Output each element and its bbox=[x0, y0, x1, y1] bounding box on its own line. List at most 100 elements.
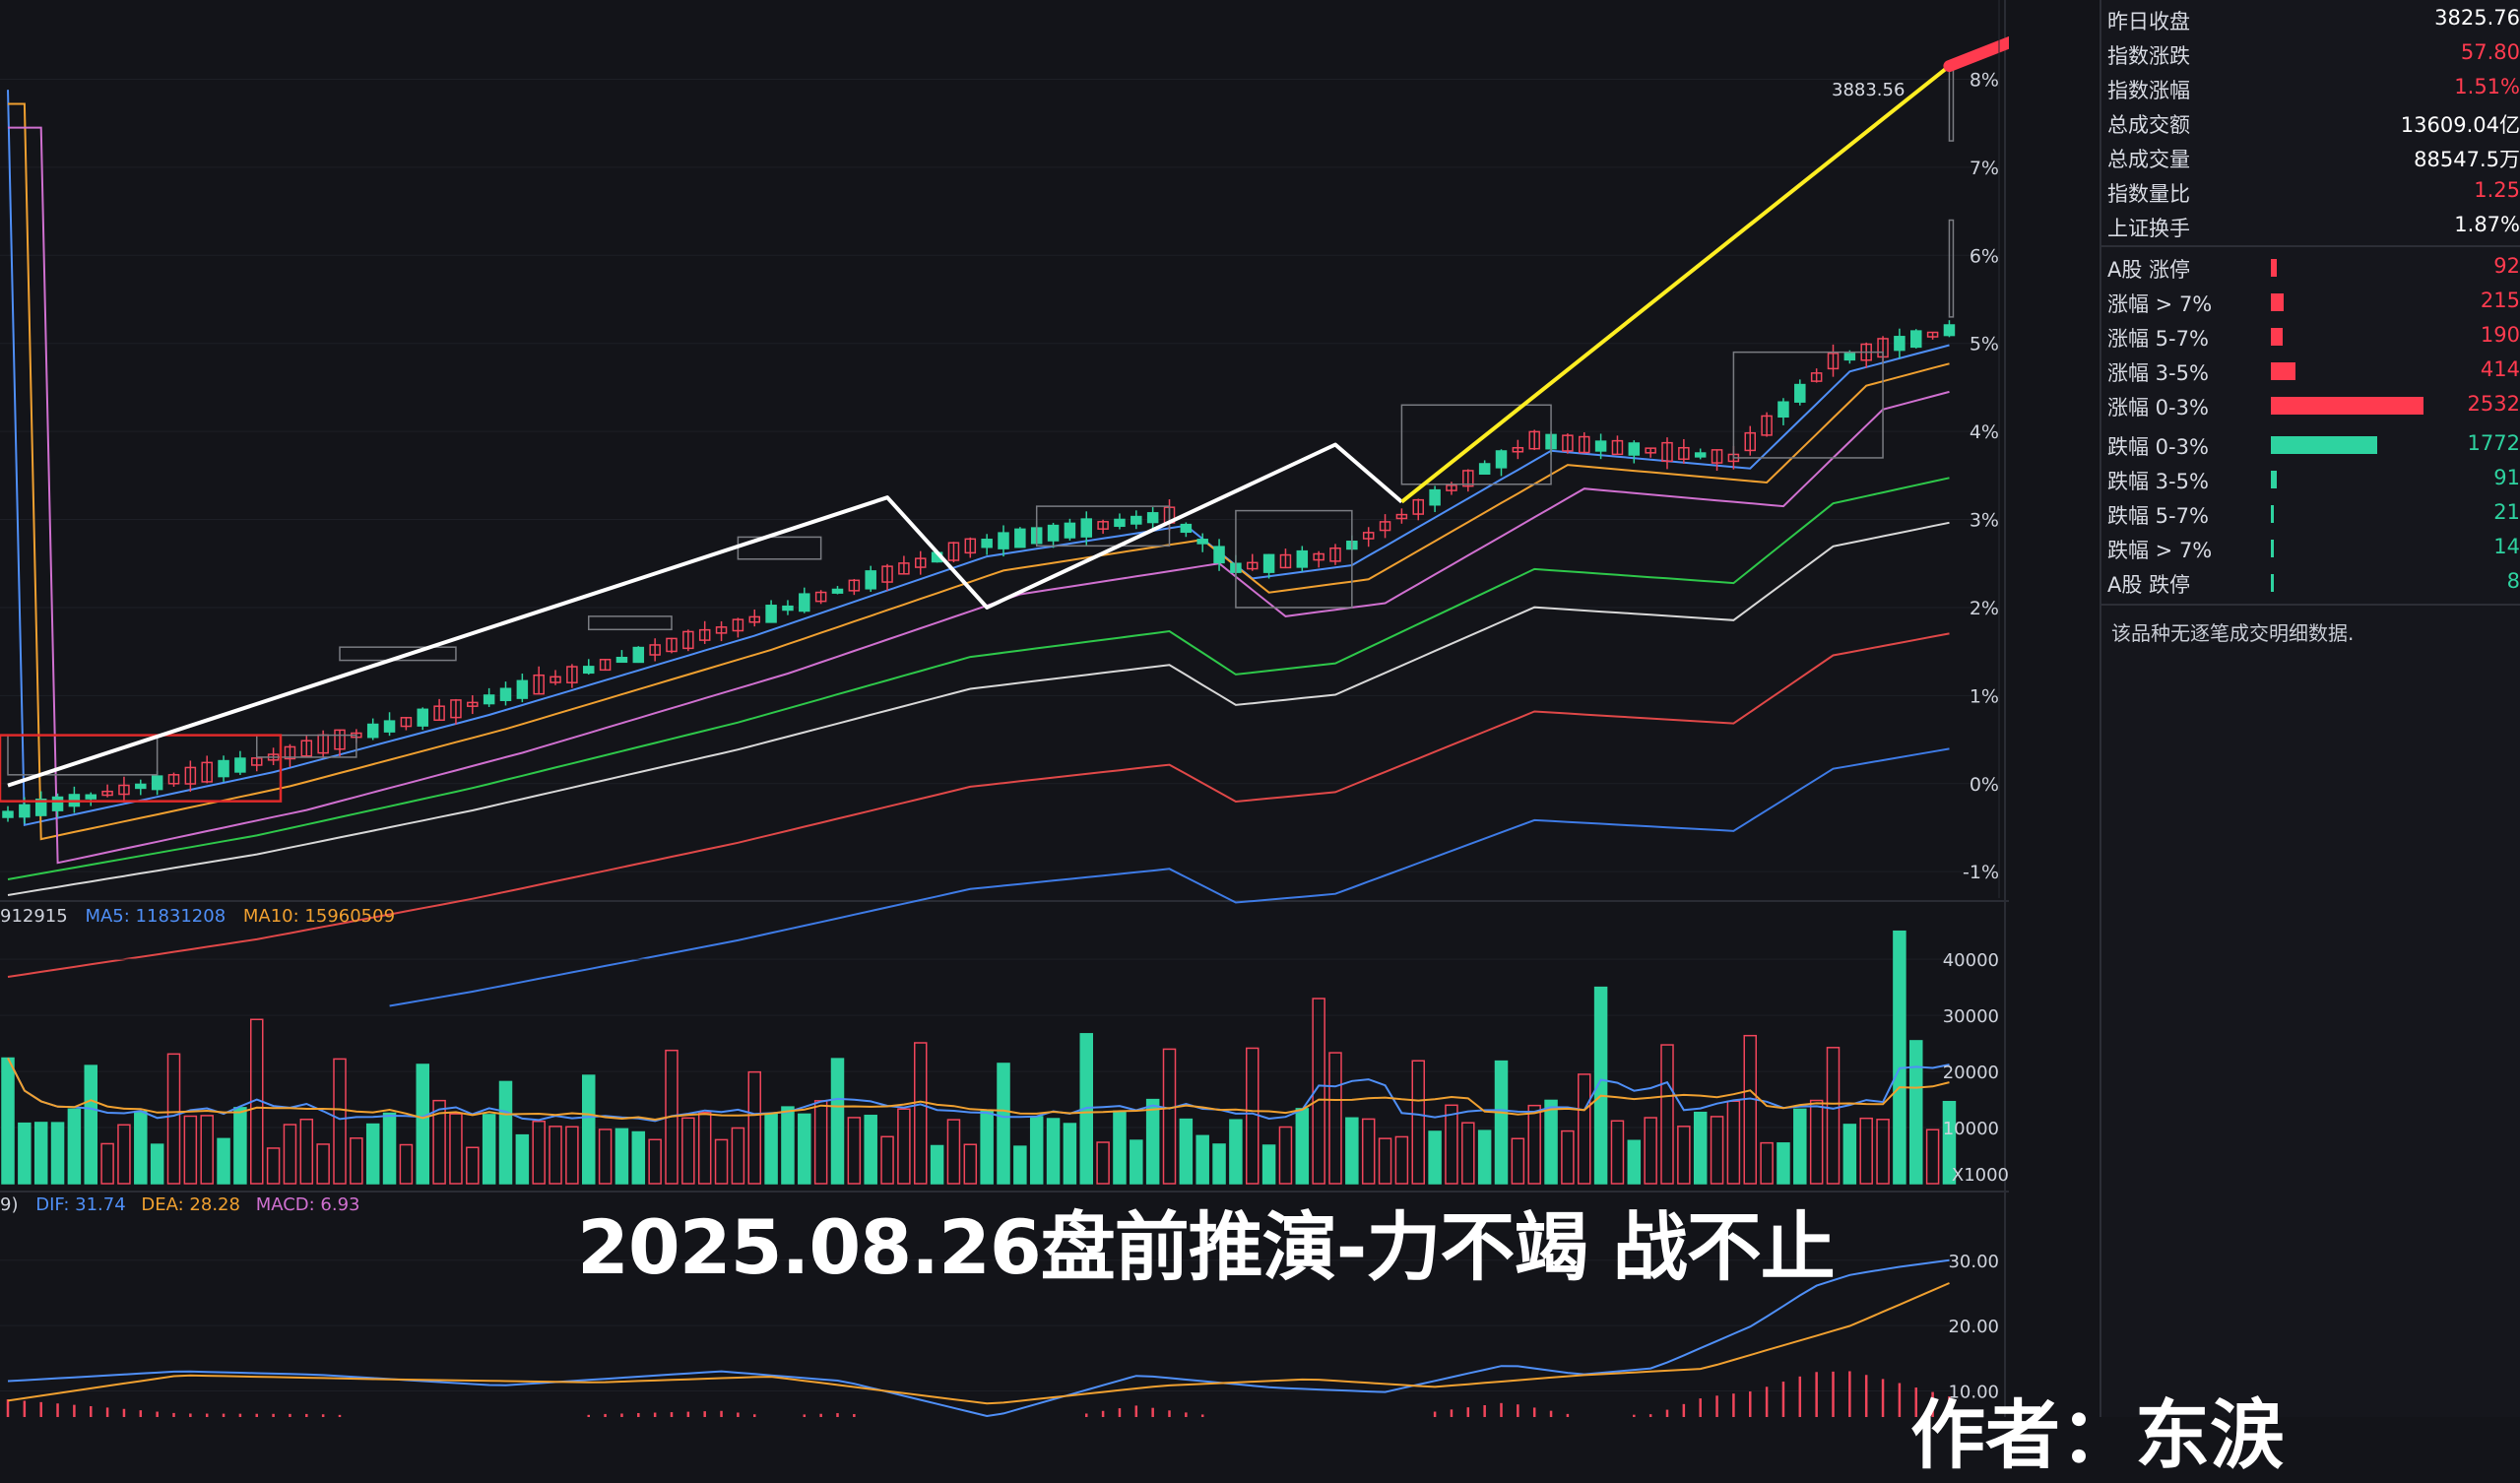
volume-legend-ma10: MA10: 15960509 bbox=[243, 906, 395, 927]
price-candle bbox=[915, 550, 927, 575]
volume-bar bbox=[1411, 1060, 1425, 1185]
volume-bar bbox=[200, 1115, 214, 1185]
price-candle bbox=[1213, 539, 1225, 571]
volume-bar bbox=[1246, 1047, 1260, 1185]
macd-tick-label: 20.00 bbox=[1948, 1317, 1999, 1337]
volume-bar bbox=[798, 1113, 811, 1185]
breadth-bar bbox=[2271, 397, 2423, 415]
price-candle bbox=[383, 712, 396, 737]
volume-bar bbox=[1029, 1116, 1044, 1185]
price-candle bbox=[615, 650, 628, 664]
price-candle bbox=[1296, 546, 1309, 572]
price-candle bbox=[51, 793, 64, 818]
price-candle bbox=[898, 555, 910, 575]
price-candle bbox=[1379, 514, 1391, 539]
stat-value: 1.25 bbox=[2474, 178, 2520, 202]
volume-bar bbox=[1527, 1104, 1541, 1185]
breadth-value: 190 bbox=[2480, 323, 2520, 347]
price-candle bbox=[998, 525, 1009, 557]
volume-bar bbox=[1942, 1100, 1957, 1185]
breadth-value: 215 bbox=[2480, 289, 2520, 312]
volume-bar bbox=[333, 1058, 347, 1185]
price-tick-label: 3% bbox=[1970, 510, 1999, 532]
consolidation-box bbox=[1035, 505, 1171, 548]
price-candle bbox=[101, 784, 113, 798]
volume-bar bbox=[1145, 1098, 1160, 1185]
volume-bar bbox=[697, 1111, 712, 1185]
moving-average-line bbox=[7, 521, 1950, 896]
breadth-label: A股 涨停 bbox=[2107, 258, 2191, 282]
volume-bar bbox=[897, 1108, 911, 1185]
price-candle bbox=[1794, 379, 1806, 406]
volume-bar bbox=[830, 1058, 845, 1185]
volume-bar bbox=[1013, 1145, 1027, 1185]
volume-ma-line bbox=[7, 1058, 1950, 1122]
volume-bar bbox=[183, 1115, 198, 1185]
volume-bar bbox=[1710, 1116, 1724, 1185]
volume-bar bbox=[1361, 1118, 1376, 1185]
price-candle bbox=[1926, 331, 1939, 340]
breadth-value: 14 bbox=[2493, 535, 2520, 558]
price-candle bbox=[549, 670, 561, 685]
volume-bar bbox=[1644, 1117, 1657, 1185]
stat-row: 昨日收盘 3825.76 bbox=[2101, 2, 2520, 36]
volume-bar bbox=[1162, 1048, 1177, 1185]
price-candle bbox=[947, 542, 960, 563]
price-candle bbox=[85, 792, 97, 806]
breadth-value: 21 bbox=[2493, 500, 2520, 524]
breadth-bar bbox=[2271, 540, 2274, 557]
price-tick-label: -1% bbox=[1963, 862, 1999, 883]
price-candle bbox=[1247, 553, 1259, 571]
volume-bar bbox=[100, 1142, 114, 1185]
volume-bar bbox=[1, 1057, 15, 1185]
moving-average-line bbox=[7, 477, 1950, 880]
volume-bar bbox=[980, 1110, 994, 1185]
price-candle bbox=[748, 609, 760, 627]
price-candle bbox=[1694, 448, 1707, 460]
volume-bar bbox=[631, 1130, 646, 1185]
volume-bar bbox=[1195, 1134, 1209, 1185]
moving-average-line bbox=[7, 632, 1950, 978]
price-candle bbox=[1562, 433, 1574, 454]
price-candle bbox=[566, 664, 578, 688]
index-chart: 8% 7% 6% 5% 4% 3% 2% 1% 0% -1% 40000 30000 20000 100… bbox=[0, 0, 2009, 1417]
stat-label: 总成交额 bbox=[2107, 113, 2190, 137]
price-candle bbox=[1395, 508, 1408, 524]
volume-bar bbox=[432, 1099, 446, 1185]
price-candle bbox=[881, 563, 893, 591]
volume-bar bbox=[1578, 1073, 1591, 1185]
price-candle bbox=[981, 534, 993, 555]
price-tick-label: 8% bbox=[1970, 69, 1999, 91]
breadth-row: 涨幅 0-3% 2532 bbox=[2101, 388, 2520, 422]
price-candle bbox=[599, 659, 612, 672]
breadth-label: 涨幅 > 7% bbox=[2107, 292, 2213, 316]
breadth-value: 2532 bbox=[2467, 392, 2520, 416]
volume-bar bbox=[997, 1063, 1010, 1185]
volume-bar bbox=[1494, 1060, 1509, 1185]
price-candle bbox=[1412, 498, 1424, 521]
price-candle bbox=[218, 755, 229, 782]
price-candle bbox=[1114, 513, 1126, 530]
breakout-trend-line bbox=[1400, 64, 1951, 504]
volume-legend: 912915 MA5: 11831208 MA10: 15960509 bbox=[0, 906, 395, 927]
volume-bar bbox=[731, 1127, 745, 1185]
volume-bar bbox=[847, 1117, 862, 1185]
volume-bar bbox=[117, 1124, 131, 1185]
price-candle bbox=[1611, 435, 1624, 456]
volume-bar bbox=[1130, 1139, 1143, 1185]
consolidation-box bbox=[1400, 404, 1552, 485]
volume-bar bbox=[681, 1117, 695, 1185]
price-candle bbox=[201, 755, 213, 784]
stat-label: 指数涨跌 bbox=[2107, 44, 2190, 68]
breadth-row: 跌幅 > 7% 14 bbox=[2101, 531, 2520, 565]
breadth-row: 涨幅 3-5% 414 bbox=[2101, 354, 2520, 388]
price-candle bbox=[583, 659, 595, 676]
breadth-bar bbox=[2271, 505, 2274, 523]
breadth-row: A股 涨停 92 bbox=[2101, 250, 2520, 285]
price-candle bbox=[234, 750, 246, 775]
price-candle bbox=[1827, 344, 1840, 377]
price-candle bbox=[814, 590, 827, 605]
macd-line bbox=[7, 1282, 1950, 1405]
stat-label: 指数涨幅 bbox=[2107, 79, 2190, 102]
price-candle bbox=[483, 687, 495, 707]
